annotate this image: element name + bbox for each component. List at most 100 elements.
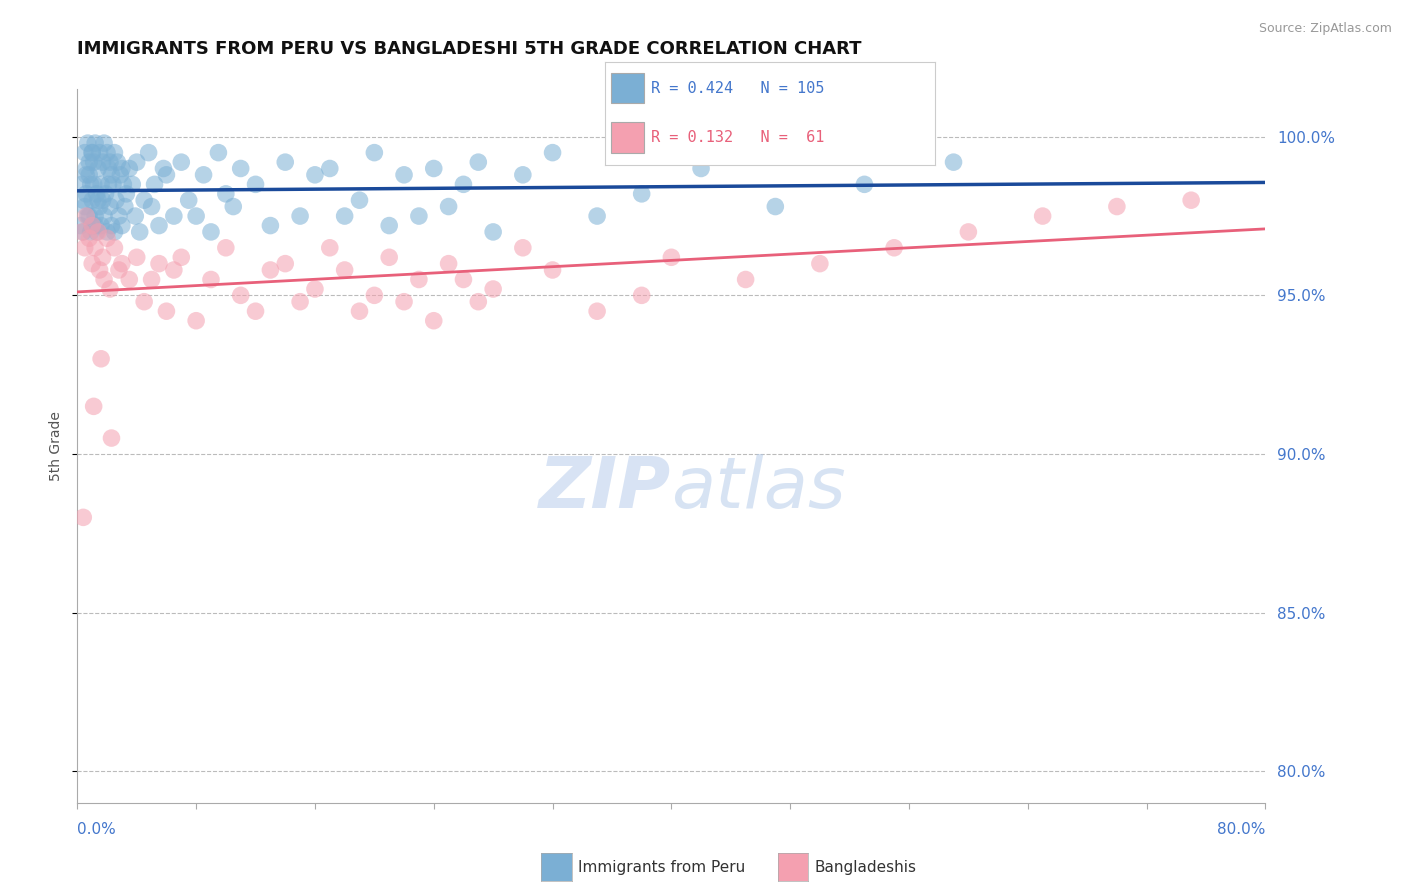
Text: IMMIGRANTS FROM PERU VS BANGLADESHI 5TH GRADE CORRELATION CHART: IMMIGRANTS FROM PERU VS BANGLADESHI 5TH … — [77, 40, 862, 58]
Point — [76, 136, 98, 150]
Point — [630, 288, 652, 302]
Point — [111, 219, 134, 233]
Text: Source: ZipAtlas.com: Source: ZipAtlas.com — [1258, 22, 1392, 36]
Point — [163, 209, 186, 223]
Point — [141, 200, 163, 214]
Point — [86, 225, 108, 239]
Point — [349, 193, 371, 207]
Point — [467, 155, 489, 169]
Point — [76, 209, 98, 223]
Point — [77, 155, 100, 169]
Point — [82, 257, 104, 271]
Text: R = 0.132   N =  61: R = 0.132 N = 61 — [651, 130, 824, 145]
Point — [96, 225, 118, 239]
Point — [163, 263, 186, 277]
Point — [84, 219, 107, 233]
Point — [141, 272, 163, 286]
Point — [103, 225, 125, 239]
Point — [215, 186, 238, 201]
Point — [69, 219, 91, 233]
Point — [148, 257, 170, 271]
Point — [229, 288, 252, 302]
Point — [107, 155, 129, 169]
Point — [274, 257, 297, 271]
Point — [148, 219, 170, 233]
Point — [114, 200, 136, 214]
Point — [96, 231, 118, 245]
Text: atlas: atlas — [672, 454, 846, 524]
Point — [125, 155, 148, 169]
Point — [128, 225, 150, 239]
Point — [170, 155, 193, 169]
Point — [121, 178, 143, 192]
Point — [690, 161, 713, 176]
Point — [89, 145, 111, 160]
Point — [274, 155, 297, 169]
Point — [80, 178, 103, 192]
Point — [378, 219, 401, 233]
Point — [661, 250, 683, 264]
Point — [100, 219, 122, 233]
Point — [512, 241, 534, 255]
Point — [177, 193, 200, 207]
Point — [100, 168, 122, 182]
Point — [82, 193, 104, 207]
Point — [111, 257, 134, 271]
Point — [883, 241, 905, 255]
Point — [200, 225, 222, 239]
Point — [541, 145, 564, 160]
Point — [77, 209, 100, 223]
Point — [134, 193, 156, 207]
Point — [112, 178, 135, 192]
Point — [98, 200, 121, 214]
Point — [1180, 193, 1202, 207]
Point — [110, 168, 132, 182]
Point — [957, 225, 980, 239]
Point — [630, 186, 652, 201]
Point — [93, 209, 115, 223]
Point — [75, 161, 97, 176]
Point — [82, 219, 104, 233]
Point — [77, 231, 100, 245]
Point — [437, 257, 460, 271]
Point — [186, 209, 208, 223]
Point — [93, 272, 115, 286]
Point — [453, 272, 475, 286]
Point — [245, 304, 267, 318]
Point — [86, 186, 108, 201]
Bar — [612, 122, 644, 153]
Point — [138, 145, 160, 160]
Point — [200, 272, 222, 286]
Point — [73, 200, 96, 214]
Point — [72, 225, 94, 239]
Point — [763, 200, 786, 214]
Text: Immigrants from Peru: Immigrants from Peru — [578, 860, 745, 874]
Point — [84, 241, 107, 255]
Point — [98, 155, 121, 169]
Point — [90, 351, 112, 366]
Point — [193, 168, 215, 182]
Point — [288, 294, 311, 309]
Y-axis label: 5th Grade: 5th Grade — [49, 411, 63, 481]
Point — [72, 510, 94, 524]
Point — [1105, 200, 1128, 214]
Text: R = 0.424   N = 105: R = 0.424 N = 105 — [651, 80, 824, 95]
Point — [72, 193, 94, 207]
Point — [96, 145, 118, 160]
Point — [467, 294, 489, 309]
Point — [89, 200, 111, 214]
Point — [408, 209, 430, 223]
Point — [482, 282, 505, 296]
Point — [304, 168, 326, 182]
Point — [408, 272, 430, 286]
Text: 80.0%: 80.0% — [1218, 822, 1265, 837]
Point — [75, 186, 97, 201]
Point — [423, 314, 446, 328]
Point — [222, 200, 245, 214]
Point — [215, 241, 238, 255]
Point — [103, 145, 125, 160]
Point — [155, 304, 177, 318]
Point — [108, 263, 131, 277]
Point — [392, 168, 415, 182]
Point — [83, 400, 105, 414]
